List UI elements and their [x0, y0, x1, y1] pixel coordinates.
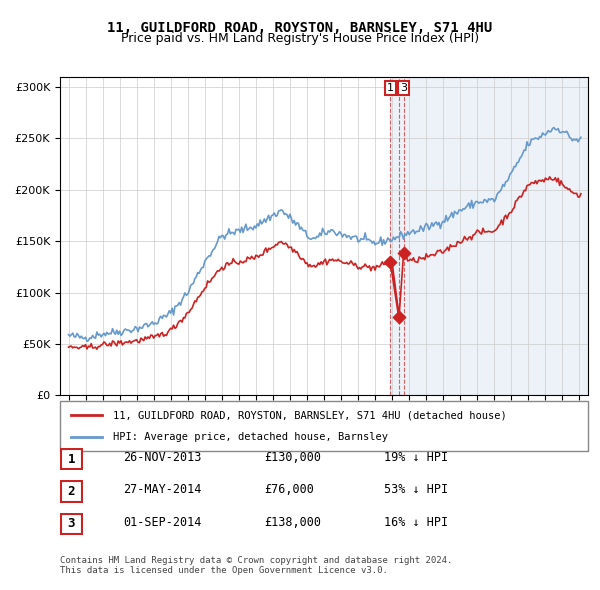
Text: £138,000: £138,000 — [264, 516, 321, 529]
Text: 3: 3 — [400, 83, 407, 93]
Text: 53% ↓ HPI: 53% ↓ HPI — [384, 483, 448, 496]
Point — [399, 249, 409, 258]
Text: 16% ↓ HPI: 16% ↓ HPI — [384, 516, 448, 529]
Text: 19% ↓ HPI: 19% ↓ HPI — [384, 451, 448, 464]
Text: Price paid vs. HM Land Registry's House Price Index (HPI): Price paid vs. HM Land Registry's House … — [121, 32, 479, 45]
Text: 1: 1 — [68, 453, 75, 466]
Point — [386, 257, 395, 267]
Text: 27-MAY-2014: 27-MAY-2014 — [123, 483, 202, 496]
Text: 01-SEP-2014: 01-SEP-2014 — [123, 516, 202, 529]
Point — [394, 313, 404, 322]
Text: 11, GUILDFORD ROAD, ROYSTON, BARNSLEY, S71 4HU: 11, GUILDFORD ROAD, ROYSTON, BARNSLEY, S… — [107, 21, 493, 35]
Text: 11, GUILDFORD ROAD, ROYSTON, BARNSLEY, S71 4HU (detached house): 11, GUILDFORD ROAD, ROYSTON, BARNSLEY, S… — [113, 410, 506, 420]
FancyBboxPatch shape — [60, 401, 588, 451]
Text: £76,000: £76,000 — [264, 483, 314, 496]
FancyBboxPatch shape — [61, 514, 82, 534]
Text: £130,000: £130,000 — [264, 451, 321, 464]
Text: HPI: Average price, detached house, Barnsley: HPI: Average price, detached house, Barn… — [113, 432, 388, 442]
Text: Contains HM Land Registry data © Crown copyright and database right 2024.
This d: Contains HM Land Registry data © Crown c… — [60, 556, 452, 575]
Text: 26-NOV-2013: 26-NOV-2013 — [123, 451, 202, 464]
Bar — [391, 77, 588, 395]
FancyBboxPatch shape — [61, 449, 82, 469]
Text: 3: 3 — [68, 517, 75, 530]
Text: 2: 2 — [68, 485, 75, 498]
Text: 1: 1 — [387, 83, 394, 93]
FancyBboxPatch shape — [61, 481, 82, 501]
